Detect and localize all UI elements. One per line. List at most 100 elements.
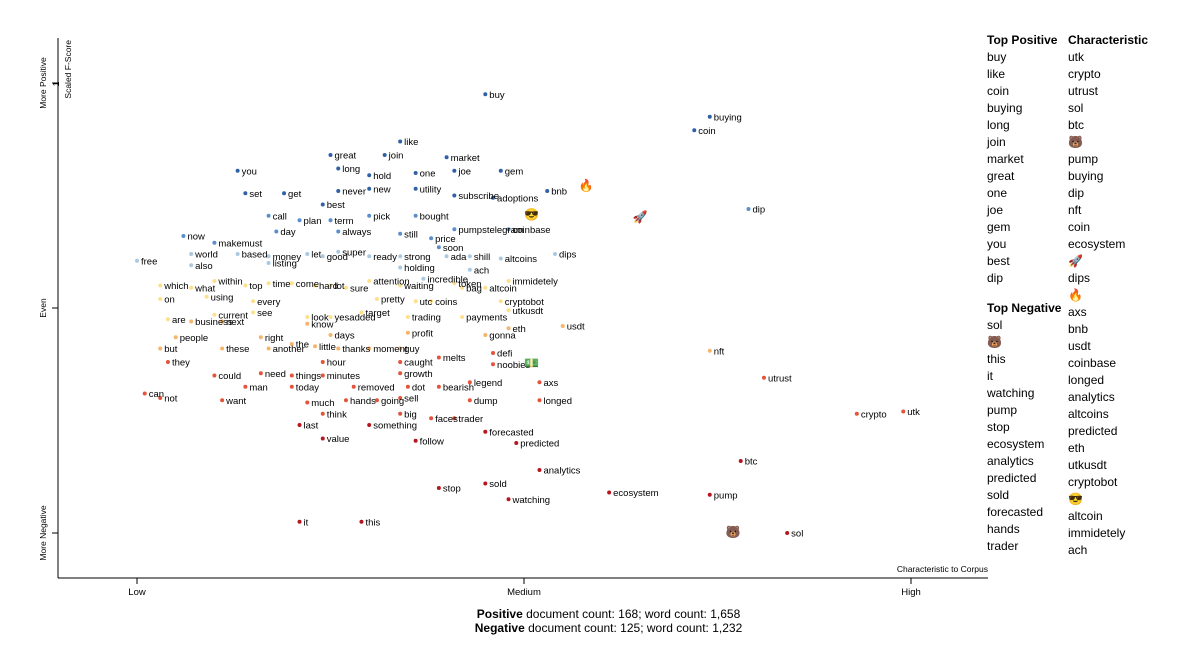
- top-negative-term-8[interactable]: analytics: [987, 454, 1034, 468]
- characteristic-term-20[interactable]: analytics: [1068, 390, 1115, 404]
- label-things: things: [296, 371, 322, 382]
- top-positive-term-8[interactable]: one: [987, 186, 1008, 200]
- label-melts: melts: [443, 353, 466, 364]
- top-negative-term-4[interactable]: watching: [987, 386, 1035, 400]
- point-within: [212, 279, 217, 283]
- top-positive-term-4[interactable]: long: [987, 118, 1010, 132]
- characteristic-term-21[interactable]: altcoins: [1068, 407, 1109, 421]
- characteristic-term-24[interactable]: utkusdt: [1068, 458, 1107, 472]
- characteristic-term-25[interactable]: cryptobot: [1068, 475, 1118, 489]
- characteristic-term-9[interactable]: nft: [1068, 203, 1082, 217]
- top-positive-list: buy like coin buying long join market great one j…: [987, 49, 1057, 287]
- characteristic-term-3[interactable]: sol: [1068, 101, 1084, 115]
- label-caught: caught: [404, 358, 433, 369]
- top-positive-term-11[interactable]: you: [987, 237, 1007, 251]
- characteristic-term-16[interactable]: bnb: [1068, 322, 1089, 336]
- top-positive-term-7[interactable]: great: [987, 169, 1015, 183]
- top-negative-term-11[interactable]: forecasted: [987, 505, 1044, 519]
- top-negative-term-6[interactable]: stop: [987, 420, 1010, 434]
- point-new: [367, 186, 372, 191]
- top-positive-term-10[interactable]: gem: [987, 220, 1011, 234]
- label-pump: pump: [714, 490, 738, 501]
- point-call: [266, 213, 271, 218]
- characteristic-term-15[interactable]: axs: [1068, 305, 1087, 319]
- label-makemust: makemust: [218, 238, 262, 249]
- point-like: [398, 139, 403, 144]
- label-defi: defi: [497, 349, 512, 360]
- label-can: can: [149, 389, 164, 400]
- label-immidetely: immidetely: [513, 277, 559, 288]
- top-negative-term-9[interactable]: predicted: [987, 471, 1037, 485]
- characteristic-term-19[interactable]: longed: [1068, 373, 1105, 387]
- characteristic-term-11[interactable]: ecosystem: [1068, 237, 1126, 251]
- point-utrust: [761, 375, 766, 380]
- characteristic-term-14[interactable]: 🔥: [1068, 288, 1083, 302]
- top-positive-term-2[interactable]: coin: [987, 84, 1010, 98]
- top-negative-term-7[interactable]: ecosystem: [987, 437, 1045, 451]
- characteristic-term-23[interactable]: eth: [1068, 441, 1085, 455]
- label-trader: trader: [458, 414, 483, 425]
- characteristic-term-10[interactable]: coin: [1068, 220, 1091, 234]
- label-trading: trading: [412, 313, 441, 324]
- characteristic-term-13[interactable]: dips: [1068, 271, 1091, 285]
- label-bought: bought: [420, 211, 449, 222]
- characteristic-term-2[interactable]: utrust: [1068, 84, 1099, 98]
- characteristic-term-5[interactable]: 🐻: [1068, 135, 1083, 149]
- characteristic-term-27[interactable]: altcoin: [1068, 509, 1103, 523]
- label-follow: follow: [420, 436, 444, 447]
- point-holding: [398, 265, 403, 270]
- label-pumpstelegram: pumpstelegram: [458, 225, 524, 236]
- top-positive-term-1[interactable]: like: [987, 67, 1006, 81]
- negative-count-line: Negative document count: 125; word count…: [0, 621, 1200, 635]
- label-moment: moment: [373, 344, 408, 355]
- top-positive-term-0[interactable]: buy: [987, 50, 1007, 64]
- top-positive-term-12[interactable]: best: [987, 254, 1010, 268]
- characteristic-term-7[interactable]: buying: [1068, 169, 1104, 183]
- characteristic-term-0[interactable]: utk: [1068, 50, 1085, 64]
- characteristic-term-28[interactable]: immidetely: [1068, 526, 1126, 540]
- top-positive-term-3[interactable]: buying: [987, 101, 1023, 115]
- point-never: [336, 189, 341, 193]
- characteristic-term-17[interactable]: usdt: [1068, 339, 1091, 353]
- top-positive-title: Top Positive: [987, 33, 1058, 47]
- top-negative-term-2[interactable]: this: [987, 352, 1006, 366]
- top-negative-term-13[interactable]: trader: [987, 539, 1019, 553]
- point-axs: [537, 380, 542, 385]
- y-ticks: More Positive Even More Negative: [38, 57, 58, 561]
- characteristic-term-26[interactable]: 😎: [1068, 492, 1083, 506]
- point-current: [212, 312, 217, 317]
- top-positive-term-5[interactable]: join: [987, 135, 1006, 149]
- point-moment: [367, 346, 372, 351]
- top-negative-term-3[interactable]: it: [987, 369, 993, 383]
- characteristic-term-22[interactable]: predicted: [1068, 424, 1118, 438]
- characteristic-term-1[interactable]: crypto: [1068, 67, 1101, 81]
- point-utkusdt: [506, 308, 511, 313]
- y-tick-label-even: Even: [38, 298, 48, 318]
- point-nft: [707, 348, 712, 353]
- point-also: [189, 263, 194, 268]
- point-dump: [467, 398, 472, 403]
- characteristic-term-12[interactable]: 🚀: [1068, 254, 1083, 268]
- top-negative-term-1[interactable]: 🐻: [987, 335, 1002, 349]
- top-negative-term-12[interactable]: hands: [987, 522, 1020, 536]
- top-negative-term-10[interactable]: sold: [987, 488, 1010, 502]
- label-token: token: [458, 279, 481, 290]
- characteristic-term-29[interactable]: ach: [1068, 543, 1088, 557]
- label-eth: eth: [513, 324, 526, 335]
- top-negative-term-5[interactable]: pump: [987, 403, 1018, 417]
- label-coin: coin: [698, 126, 715, 137]
- top-positive-term-6[interactable]: market: [987, 152, 1024, 166]
- top-positive-term-9[interactable]: joe: [987, 203, 1004, 217]
- label-strong: strong: [404, 252, 430, 263]
- top-negative-term-0[interactable]: sol: [987, 318, 1003, 332]
- characteristic-term-8[interactable]: dip: [1068, 186, 1085, 200]
- top-positive-term-13[interactable]: dip: [987, 271, 1004, 285]
- label-know: know: [311, 319, 333, 330]
- point-look: [305, 315, 310, 319]
- characteristic-term-18[interactable]: coinbase: [1068, 356, 1117, 370]
- characteristic-term-4[interactable]: btc: [1068, 118, 1085, 132]
- point-value: [320, 436, 325, 441]
- characteristic-term-6[interactable]: pump: [1068, 152, 1099, 166]
- label-this: this: [365, 517, 380, 528]
- point-top: [243, 283, 248, 288]
